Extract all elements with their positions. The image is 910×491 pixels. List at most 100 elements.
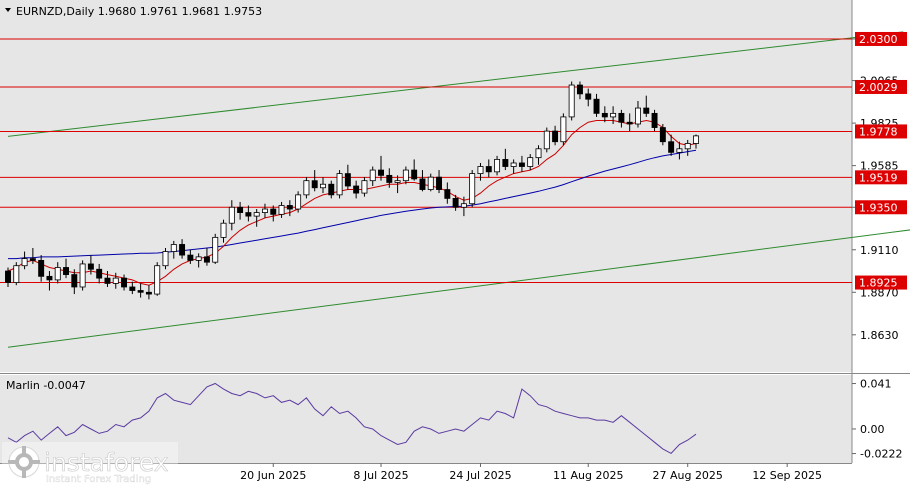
candle-36 [303,177,310,199]
level-label-bg [855,170,907,185]
candle-body [220,222,227,238]
candle-4 [38,255,45,282]
instaforex-logo-icon [8,446,40,478]
x-tick-label: 11 Aug 2025 [553,469,623,482]
candle-body [54,267,61,281]
candle-body [320,183,326,189]
candle-61 [510,159,517,174]
candle-38 [320,177,326,194]
candle-39 [328,180,335,199]
watermark-brand: instaforex [44,448,169,477]
candle-body [245,212,252,217]
indicator-plot-area [0,375,852,463]
candle-body [79,263,86,288]
candle-body [510,162,517,167]
y-tick-label: 1.9585 [860,160,899,173]
candle-body [104,277,111,284]
candle-body [336,173,343,196]
candle-body [369,169,376,182]
candle-body [5,270,11,283]
candle-body [585,93,592,100]
candle-body [137,290,144,293]
header: EURNZD,Daily 1.9680 1.9761 1.9681 1.9753 [5,5,262,18]
candle-51 [427,173,434,192]
candle-body [187,254,194,261]
candle-body [568,84,575,118]
oscillator-axis: 0.041 0.00 -0.0222 [852,378,902,461]
candle-9 [79,260,86,291]
candle-63 [527,154,534,171]
level-label-2.0300: 2.0300 [855,31,907,46]
candle-72 [601,106,608,123]
candle-body [295,194,302,210]
candle-body [477,166,484,174]
candle-body [643,107,650,114]
candle-20 [170,240,177,259]
level-label-bg [855,275,907,290]
level-label-text: 1.9519 [859,171,898,184]
candle-5 [46,271,53,291]
candle-69 [576,81,583,100]
candle-body [576,84,583,95]
level-label-bg [855,200,907,215]
candle-body [485,166,492,173]
candle-75 [626,113,633,132]
candle-body [253,212,260,217]
candle-64 [535,145,542,165]
candle-body [203,256,210,263]
candle-body [29,258,36,261]
candle-body [502,159,509,167]
candle-53 [444,182,451,204]
candle-73 [610,106,617,124]
candle-2 [21,251,28,270]
level-label-text: 1.9350 [859,201,898,214]
level-label-bg [855,31,907,46]
candle-37 [311,170,318,192]
time-axis: 20 Jun 2025 8 Jul 2025 24 Jul 2025 11 Aug 2… [240,463,822,482]
channel-line-0 [7,31,904,137]
candle-body [261,208,268,213]
candle-12 [104,271,111,287]
x-tick-label: 20 Jun 2025 [240,469,306,482]
candle-body [684,143,691,150]
candle-13 [112,272,119,289]
candle-body [71,274,78,288]
candle-body [378,169,384,176]
candle-body [659,127,666,143]
candle-42 [353,180,360,199]
x-tick-label: 12 Sep 2025 [752,469,822,482]
candle-19 [162,248,169,270]
candle-59 [494,155,501,176]
candle-33 [278,201,285,218]
candle-body [494,159,501,173]
candle-body [13,265,20,283]
candle-67 [560,113,567,146]
candle-35 [295,191,302,213]
candle-body [212,236,219,263]
candle-body [610,112,617,118]
candle-body [693,135,699,144]
candle-7 [63,258,69,279]
candle-14 [121,274,128,291]
candle-77 [643,95,650,117]
y-tick-label: 1.8630 [860,329,899,342]
candle-body [676,148,683,153]
candle-58 [485,159,492,178]
candle-40 [336,170,343,199]
dropdown-triangle-icon[interactable] [5,8,11,12]
candle-62 [518,155,525,172]
candle-79 [659,124,666,146]
x-tick-label: 24 Jul 2025 [449,469,511,482]
candle-27 [228,200,235,231]
marlin-oscillator [7,382,697,455]
level-label-1.8925: 1.8925 [855,275,907,290]
candle-74 [618,109,625,128]
osc-tick-label: -0.0222 [860,448,902,461]
candle-65 [543,127,550,153]
candle-22 [187,249,194,264]
candle-body [38,259,45,277]
candle-23 [195,253,202,268]
candle-21 [179,239,186,259]
